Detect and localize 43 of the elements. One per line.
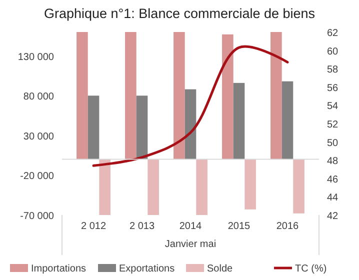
y2-tick-label: 54 [327, 101, 339, 112]
x-tick-label: 2 013 [129, 221, 155, 232]
y2-tick-label: 56 [327, 82, 339, 94]
x-tick-label: 2014 [179, 221, 202, 232]
y2-tick-label: 58 [327, 64, 339, 76]
bar [244, 159, 256, 210]
legend-label: Exportations [119, 264, 175, 274]
legend-label: TC (%) [295, 264, 327, 274]
bar [136, 96, 148, 160]
bar [125, 32, 136, 160]
chart-title: Graphique n°1: Blance commerciale de biens [44, 6, 316, 21]
y2-tick-label: 62 [327, 28, 339, 39]
y2-tick-label: 60 [327, 46, 339, 58]
bar [282, 81, 294, 160]
bar [196, 159, 208, 215]
legend-label: Importations [31, 264, 86, 274]
bar [293, 159, 304, 214]
x-tick-label: 2016 [276, 221, 300, 232]
y-tick-label: -20 000 [20, 171, 54, 182]
y-tick-label: -70 000 [20, 211, 54, 222]
bar [270, 32, 282, 160]
bar [99, 159, 110, 215]
y2-tick-label: 46 [327, 174, 339, 186]
y2-tick-label: 42 [327, 211, 339, 222]
y-tick-label: 130 000 [18, 52, 54, 63]
bar [222, 34, 234, 160]
y2-tick-label: 52 [327, 120, 339, 130]
bar [233, 82, 245, 160]
bar [174, 32, 185, 160]
y2-tick-label: 44 [327, 192, 339, 204]
legend-label: Solde [207, 264, 234, 274]
line-series [92, 45, 289, 167]
y-tick-label: 30 000 [23, 131, 54, 142]
y-tick-label: 80 000 [23, 92, 54, 103]
y2-tick-label: 48 [327, 156, 339, 168]
bar [88, 96, 100, 160]
x-axis-title: Janvier mai [164, 239, 216, 250]
x-tick-label: 2015 [228, 221, 251, 232]
bar [148, 159, 159, 215]
bar [76, 32, 88, 160]
x-tick-label: 2 012 [81, 221, 106, 232]
bar [184, 89, 196, 160]
y2-tick-label: 50 [327, 138, 339, 149]
